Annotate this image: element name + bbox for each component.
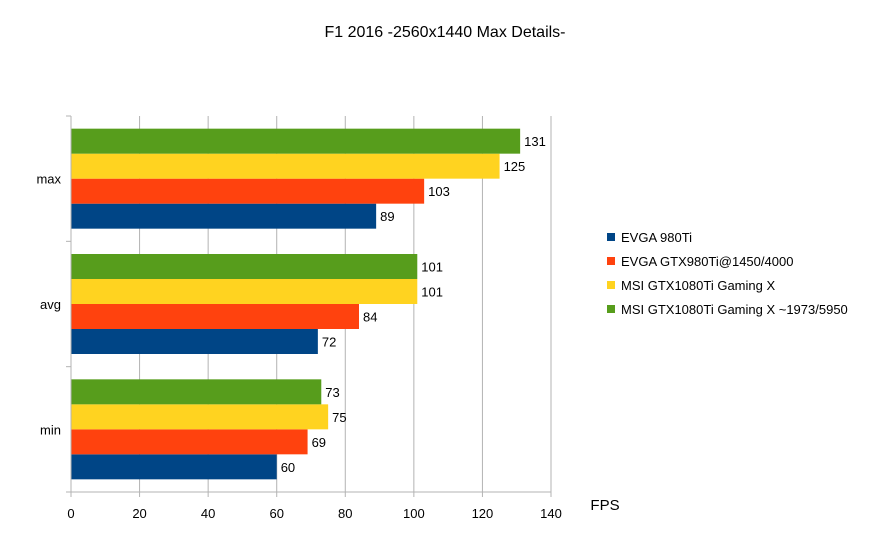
data-label-avg-evga-980ti: 72 — [322, 335, 336, 350]
data-label-avg-msi-gtx1080ti-gaming-x-1973-5950: 101 — [421, 260, 443, 275]
legend-swatch-evga-gtx980ti-1450-4000 — [607, 257, 615, 265]
bar-max-msi-gtx1080ti-gaming-x-1973-5950 — [71, 128, 521, 154]
bar-min-evga-980ti — [71, 454, 277, 480]
x-tick-label-100: 100 — [403, 506, 425, 521]
x-tick-label-80: 80 — [338, 506, 352, 521]
bar-min-msi-gtx1080ti-gaming-x — [71, 404, 329, 430]
data-label-avg-msi-gtx1080ti-gaming-x: 101 — [421, 285, 443, 300]
y-tick-label-avg: avg — [40, 297, 61, 312]
y-tick-label-max: max — [36, 172, 61, 187]
chart-legend: EVGA 980Ti EVGA GTX980Ti@1450/4000 MSI GTX… — [607, 230, 848, 317]
legend-label-evga-gtx980ti-1450-4000: EVGA GTX980Ti@1450/4000 — [621, 254, 793, 269]
data-label-max-msi-gtx1080ti-gaming-x: 125 — [504, 159, 526, 174]
data-label-max-evga-gtx980ti-1450-4000: 103 — [428, 184, 450, 199]
x-tick-label-140: 140 — [540, 506, 562, 521]
data-label-min-msi-gtx1080ti-gaming-x-1973-5950: 73 — [325, 385, 339, 400]
chart-axes: 0 20 40 60 80 100 120 140 max avg min — [36, 115, 562, 521]
legend-swatch-evga-980ti — [607, 233, 615, 241]
bar-avg-evga-gtx980ti-1450-4000 — [71, 304, 359, 329]
x-tick-label-120: 120 — [472, 506, 494, 521]
data-label-min-evga-gtx980ti-1450-4000: 69 — [312, 435, 326, 450]
bar-avg-msi-gtx1080ti-gaming-x — [71, 279, 418, 304]
chart-title: F1 2016 -2560x1440 Max Details- — [324, 24, 565, 41]
bar-min-msi-gtx1080ti-gaming-x-1973-5950 — [71, 379, 322, 405]
bar-max-msi-gtx1080ti-gaming-x — [71, 153, 500, 179]
bar-max-evga-gtx980ti-1450-4000 — [71, 178, 425, 204]
bar-avg-msi-gtx1080ti-gaming-x-1973-5950 — [71, 254, 418, 279]
data-label-min-msi-gtx1080ti-gaming-x: 75 — [332, 410, 346, 425]
x-tick-label-40: 40 — [201, 506, 215, 521]
x-tick-label-0: 0 — [67, 506, 74, 521]
legend-label-evga-980ti: EVGA 980Ti — [621, 230, 692, 245]
bar-max-evga-980ti — [71, 203, 377, 229]
data-label-max-msi-gtx1080ti-gaming-x-1973-5950: 131 — [524, 134, 546, 149]
chart-bars: 89 103 125 131 72 84 101 101 60 69 75 73 — [71, 128, 546, 480]
data-label-avg-evga-gtx980ti-1450-4000: 84 — [363, 310, 377, 325]
legend-swatch-msi-gtx1080ti-gaming-x-1973-5950 — [607, 305, 615, 313]
legend-label-msi-gtx1080ti-gaming-x: MSI GTX1080Ti Gaming X — [621, 278, 775, 293]
legend-swatch-msi-gtx1080ti-gaming-x — [607, 281, 615, 289]
data-label-min-evga-980ti: 60 — [281, 460, 295, 475]
data-label-max-evga-980ti: 89 — [380, 209, 394, 224]
x-axis-title: FPS — [590, 497, 619, 514]
bar-min-evga-gtx980ti-1450-4000 — [71, 429, 308, 455]
y-tick-label-min: min — [40, 422, 61, 437]
legend-label-msi-gtx1080ti-gaming-x-1973-5950: MSI GTX1080Ti Gaming X ~1973/5950 — [621, 302, 848, 317]
bar-avg-evga-980ti — [71, 329, 318, 354]
x-tick-label-60: 60 — [269, 506, 283, 521]
x-tick-label-20: 20 — [132, 506, 146, 521]
